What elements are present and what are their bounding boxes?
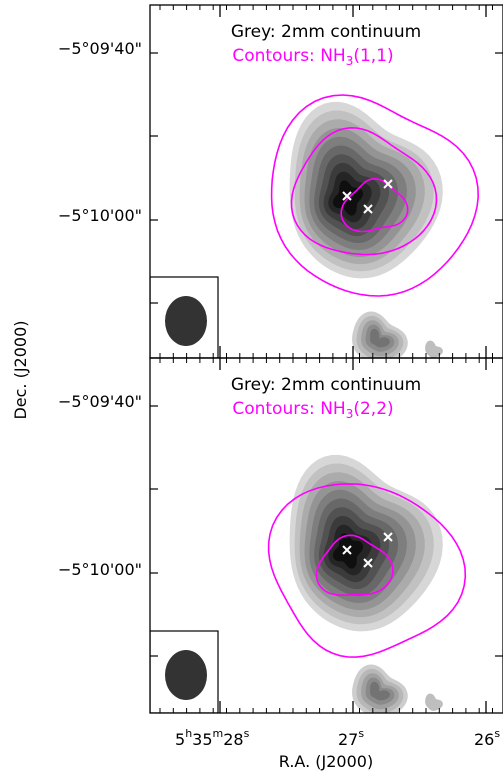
contour-line bbox=[270, 94, 480, 297]
contour-label: Contours: NH3(1,1) bbox=[232, 46, 393, 68]
source-marker bbox=[363, 204, 373, 214]
x-tick-label: 27s bbox=[338, 727, 364, 749]
axis-ticks bbox=[150, 5, 503, 358]
nh3-contours bbox=[267, 483, 467, 658]
contour-label: Contours: NH3(2,2) bbox=[232, 399, 393, 421]
continuum-greyscale bbox=[289, 454, 443, 713]
greyscale-level bbox=[425, 340, 443, 358]
y-tick-label: −5°10'00" bbox=[58, 560, 142, 579]
contour-line bbox=[267, 483, 467, 658]
source-marker bbox=[342, 545, 352, 555]
panel-nh3-11: Grey: 2mm continuum Contours: NH3(1,1) −… bbox=[11, 4, 503, 420]
y-tick-label: −5°09'40" bbox=[58, 39, 142, 58]
source-marker bbox=[342, 191, 352, 201]
panel-frame bbox=[149, 357, 503, 714]
continuum-greyscale bbox=[289, 101, 443, 358]
y-tick-label: −5°09'40" bbox=[58, 392, 142, 411]
source-markers bbox=[342, 179, 393, 214]
x-axis-label: R.A. (J2000) bbox=[279, 752, 373, 771]
y-tick-label: −5°10'00" bbox=[58, 206, 142, 225]
greyscale-level bbox=[425, 693, 443, 711]
contour-line bbox=[290, 126, 438, 256]
x-tick-label: 26s bbox=[474, 727, 500, 749]
axis-ticks bbox=[150, 358, 503, 713]
x-tick-label: 5h35m28s bbox=[175, 727, 250, 749]
panel-nh3-22: Grey: 2mm continuum Contours: NH3(2,2) −… bbox=[58, 357, 503, 771]
greyscale-label: Grey: 2mm continuum bbox=[231, 22, 421, 42]
contour-line bbox=[315, 534, 394, 596]
greyscale-label: Grey: 2mm continuum bbox=[231, 375, 421, 395]
source-marker bbox=[363, 558, 373, 568]
y-axis-label: Dec. (J2000) bbox=[11, 320, 30, 419]
source-marker bbox=[383, 532, 393, 542]
greyscale-level bbox=[370, 328, 390, 348]
source-markers bbox=[342, 532, 393, 568]
source-marker bbox=[383, 179, 393, 189]
beam-ellipse bbox=[165, 296, 207, 346]
greyscale-level bbox=[370, 681, 390, 701]
beam-ellipse bbox=[165, 650, 207, 700]
